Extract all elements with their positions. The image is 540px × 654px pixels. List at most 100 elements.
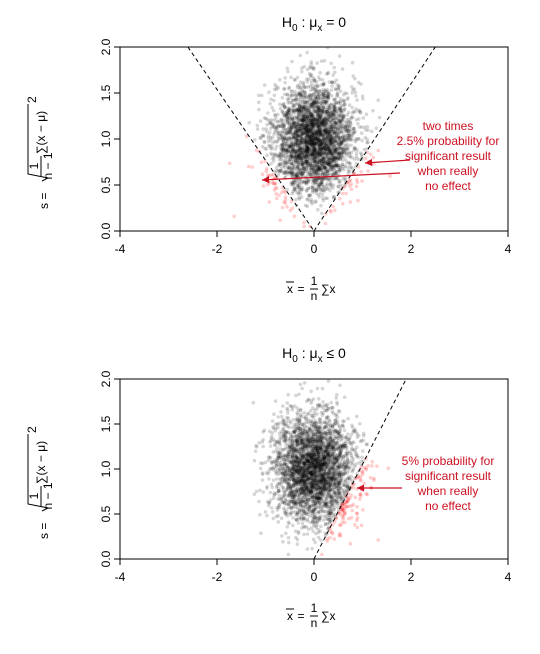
data-point (294, 155, 299, 159)
data-point (285, 115, 290, 120)
data-point (337, 114, 342, 118)
data-point (322, 164, 326, 168)
data-point (301, 484, 306, 489)
data-point (332, 144, 337, 149)
data-point (311, 140, 315, 145)
data-point (317, 152, 322, 157)
data-point (290, 165, 295, 170)
data-point (339, 130, 344, 134)
data-point (311, 152, 316, 156)
data-point (352, 87, 357, 91)
data-point (317, 146, 321, 151)
data-point (291, 134, 296, 138)
data-point (338, 110, 342, 114)
data-point (303, 139, 307, 144)
data-point (312, 120, 317, 124)
data-point (345, 123, 349, 128)
data-point (325, 107, 330, 112)
data-point (338, 106, 342, 111)
data-point (309, 131, 314, 136)
data-point (325, 408, 329, 413)
data-point (316, 110, 320, 114)
data-point (300, 89, 305, 94)
data-point (376, 98, 381, 102)
data-point (297, 97, 301, 102)
data-point (306, 106, 311, 111)
data-point (306, 147, 310, 152)
data-point (288, 101, 292, 105)
data-point (293, 131, 298, 136)
data-point (294, 160, 298, 165)
data-point (324, 155, 329, 159)
data-point (302, 166, 306, 171)
data-point (320, 126, 324, 130)
data-point (310, 199, 315, 204)
data-point (339, 146, 344, 151)
data-point (351, 88, 355, 92)
data-point (281, 148, 285, 152)
data-point (295, 140, 299, 144)
data-point (337, 169, 342, 173)
data-point (283, 156, 288, 160)
data-point (332, 157, 337, 162)
data-point (298, 178, 302, 182)
data-point (298, 53, 303, 58)
data-point (315, 140, 320, 145)
data-point (292, 478, 296, 482)
data-point (308, 165, 313, 170)
data-point (301, 174, 305, 178)
data-point (288, 121, 292, 125)
data-point (331, 166, 336, 170)
data-point (330, 137, 334, 141)
data-point (307, 96, 311, 100)
data-point (315, 125, 320, 130)
data-point (309, 143, 314, 147)
data-point (304, 95, 309, 100)
data-point (295, 133, 300, 138)
data-point (292, 179, 296, 184)
data-point (342, 167, 346, 172)
data-point (325, 182, 329, 186)
data-point (317, 129, 321, 134)
data-point (258, 136, 263, 141)
data-point (311, 122, 316, 127)
data-point (291, 182, 295, 186)
data-point (297, 167, 302, 171)
data-point (321, 87, 326, 92)
data-point (297, 392, 301, 397)
data-point (283, 147, 288, 152)
data-point (323, 155, 328, 159)
data-point (343, 176, 348, 180)
data-point (310, 112, 314, 116)
data-point (306, 124, 310, 128)
data-point (317, 187, 322, 192)
data-point (315, 181, 320, 185)
data-point (305, 145, 310, 149)
data-point (313, 146, 317, 150)
data-point (314, 141, 318, 145)
data-point (350, 134, 354, 138)
data-point (278, 164, 283, 168)
data-point (261, 134, 266, 138)
data-point (320, 145, 325, 150)
data-point (318, 142, 323, 147)
data-point (331, 158, 335, 163)
data-point (330, 165, 334, 169)
data-point (253, 138, 257, 142)
data-point (315, 61, 319, 65)
data-point (317, 125, 321, 129)
data-point (293, 123, 297, 128)
data-point (343, 177, 348, 182)
data-point (286, 145, 291, 150)
data-point (335, 140, 339, 145)
data-point (295, 83, 300, 88)
data-point (298, 155, 302, 160)
data-point (327, 90, 331, 95)
data-point (318, 77, 322, 82)
data-point (308, 136, 312, 141)
data-point (319, 142, 323, 146)
data-point (301, 171, 306, 176)
data-point (319, 108, 323, 113)
data-point (305, 123, 310, 128)
data-point (296, 157, 300, 162)
